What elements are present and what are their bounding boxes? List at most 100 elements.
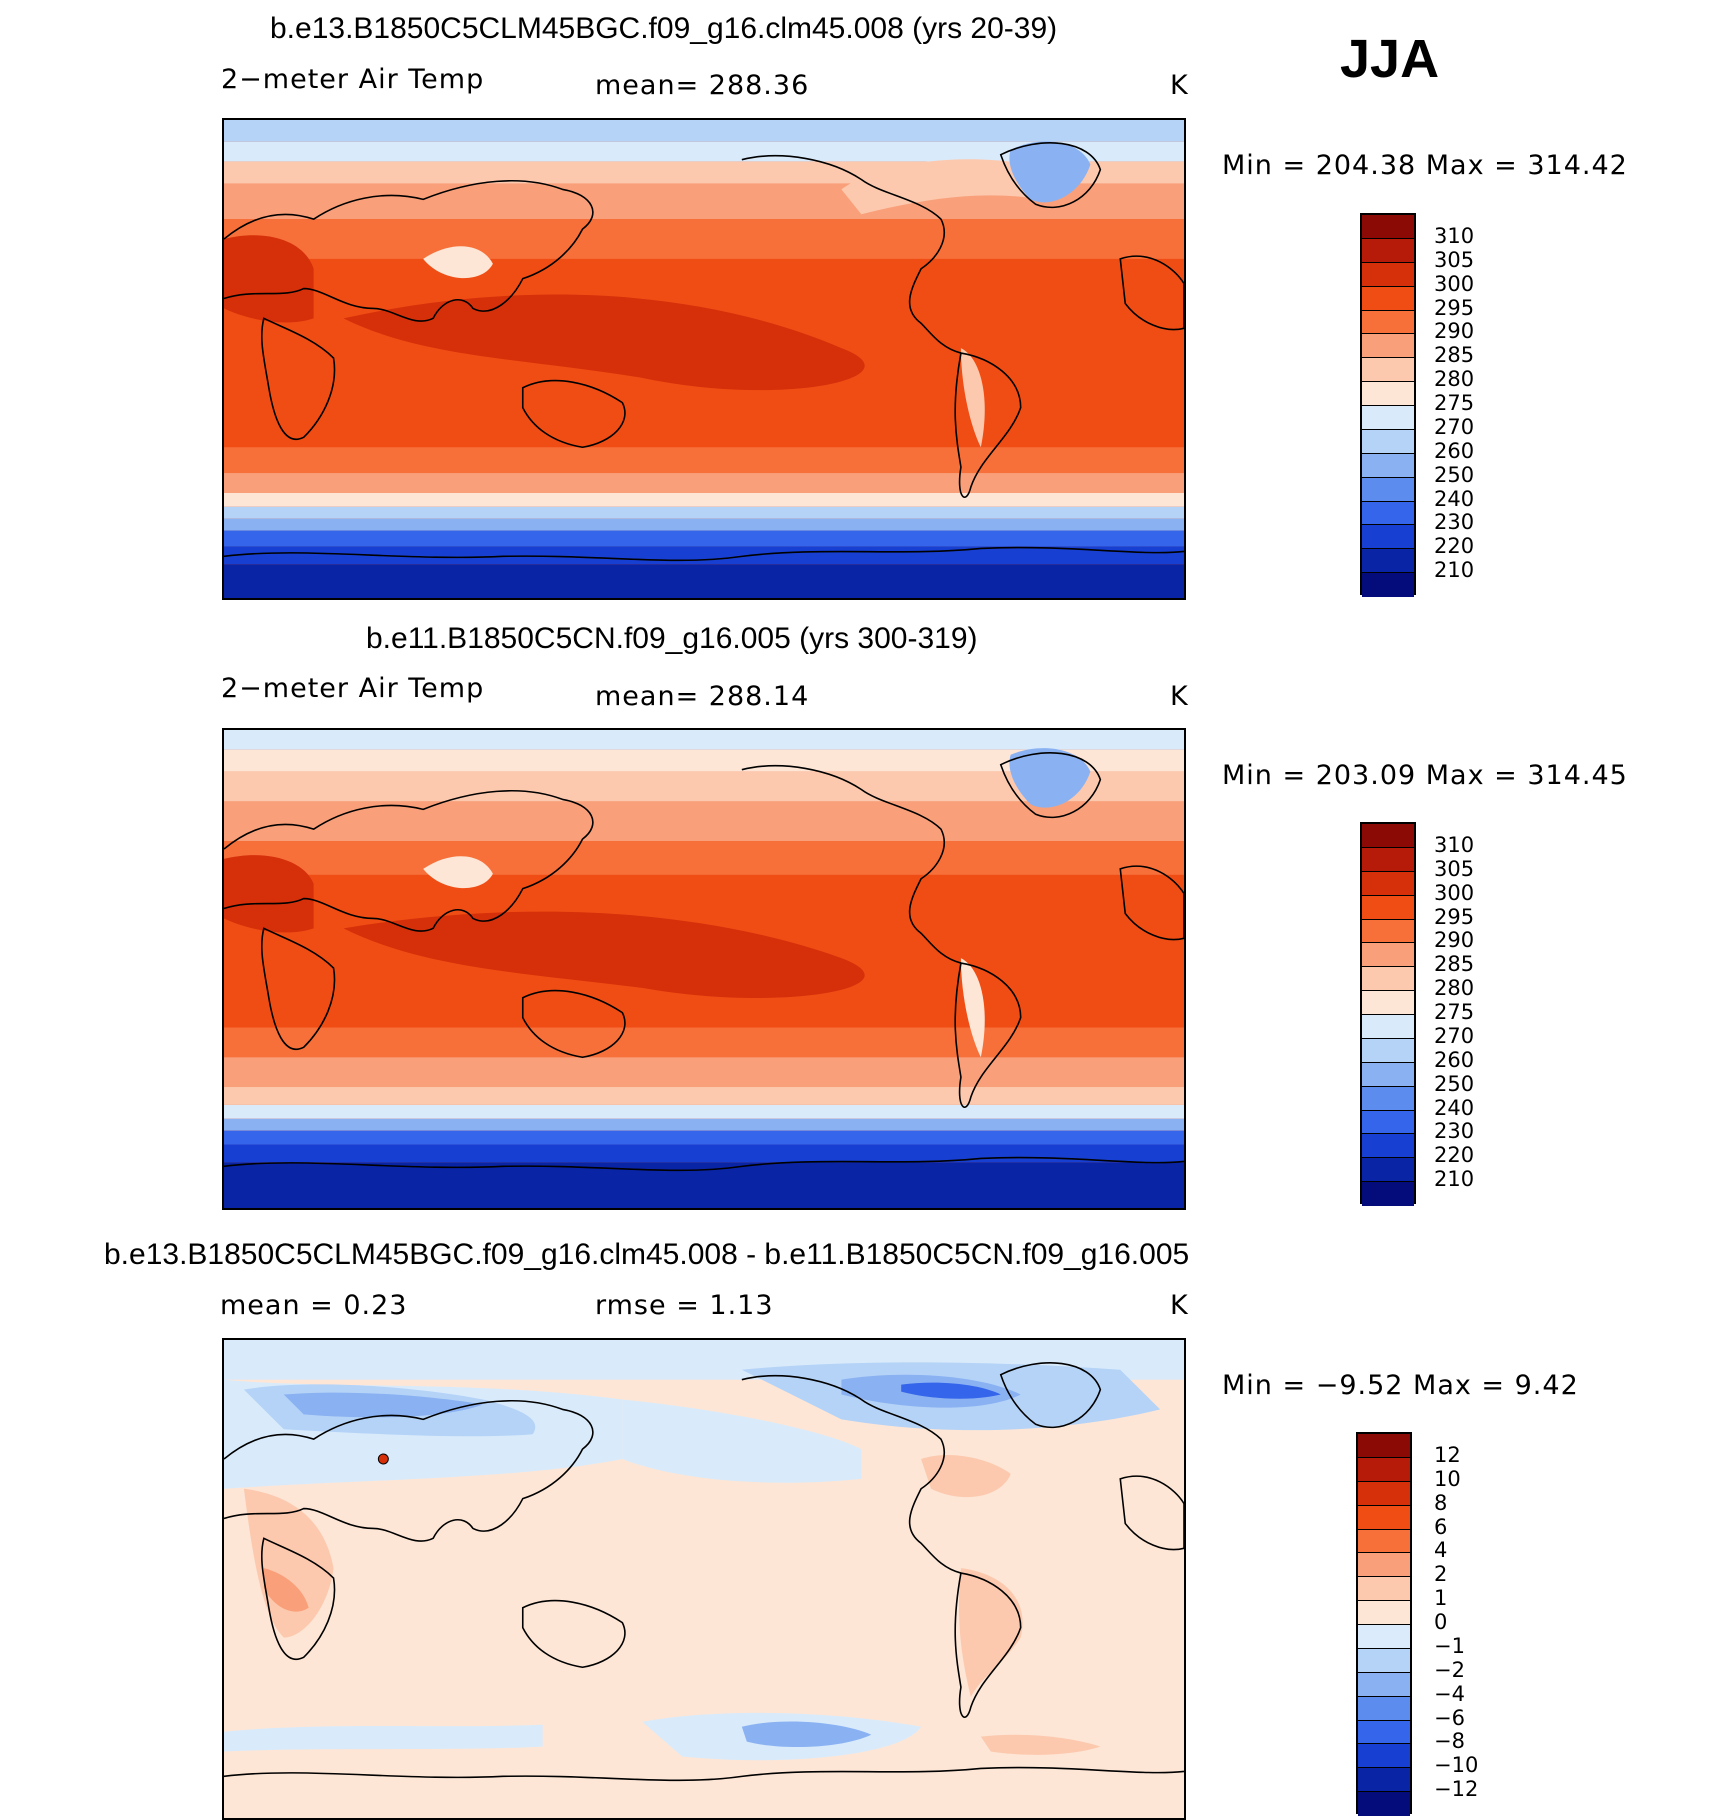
panel2-colorbar-swatch <box>1362 991 1414 1015</box>
panel2-colorbar-swatch <box>1362 1015 1414 1039</box>
panel2-colorbar-tick-label: 290 <box>1434 928 1475 953</box>
panel1-colorbar-tick-label: 290 <box>1434 319 1475 344</box>
panel3-colorbar-swatch <box>1358 1672 1410 1697</box>
panel1-colorbar-swatch <box>1362 477 1414 502</box>
panel3-units-label: K <box>1170 1290 1189 1321</box>
panel3-colorbar-tick-label: 10 <box>1434 1466 1461 1491</box>
panel3-colorbar-swatch <box>1358 1529 1410 1554</box>
panel3-colorbar-tick-label: −2 <box>1434 1657 1465 1682</box>
panel3-colorbar-swatch <box>1358 1744 1410 1769</box>
panel2-colorbar-tick-label: 270 <box>1434 1023 1475 1048</box>
panel1-map <box>222 118 1186 600</box>
panel3-map <box>222 1338 1186 1820</box>
panel1-colorbar-tick-label: 270 <box>1434 414 1475 439</box>
panel3-colorbar-tick-label: 12 <box>1434 1442 1461 1467</box>
panel2-colorbar-tick-label: 260 <box>1434 1047 1475 1072</box>
panel2-colorbar-tick-label: 285 <box>1434 952 1475 977</box>
panel3-colorbar-swatch <box>1358 1577 1410 1602</box>
panel2-colorbar-swatch <box>1362 871 1414 896</box>
panel2-variable-label: 2−meter Air Temp <box>221 673 485 704</box>
season-label: JJA <box>1340 29 1440 89</box>
panel1-colorbar-swatch <box>1362 573 1414 597</box>
panel3-colorbar-swatch <box>1358 1601 1410 1625</box>
panel1-colorbar-tick-label: 295 <box>1434 295 1475 320</box>
panel1-colorbar-tick-label: 305 <box>1434 247 1475 272</box>
panel3-colorbar-swatch <box>1358 1696 1410 1721</box>
panel1-colorbar-tick-label: 275 <box>1434 391 1475 415</box>
panel3-colorbar-tick-label: −4 <box>1434 1681 1465 1706</box>
panel2-colorbar <box>1360 822 1416 1206</box>
panel1-minmax-label: Min = 204.38 Max = 314.42 <box>1222 150 1628 181</box>
panel1-title: b.e13.B1850C5CLM45BGC.f09_g16.clm45.008 … <box>270 12 1058 45</box>
panel2-mean-label: mean= 288.14 <box>595 681 810 712</box>
panel2-colorbar-tick-label: 240 <box>1434 1095 1475 1120</box>
panel1-colorbar-swatch <box>1362 525 1414 550</box>
panel2-colorbar-swatch <box>1362 1182 1414 1206</box>
panel3-colorbar-swatch <box>1358 1457 1410 1482</box>
panel3-colorbar-swatch <box>1358 1434 1410 1458</box>
panel2-colorbar-swatch <box>1362 1134 1414 1159</box>
panel1-colorbar-tick-label: 285 <box>1434 343 1475 368</box>
panel3-colorbar-tick-label: 0 <box>1434 1610 1448 1634</box>
panel1-colorbar-swatch <box>1362 358 1414 383</box>
panel1-colorbar-swatch <box>1362 453 1414 478</box>
panel3-colorbar-swatch <box>1358 1648 1410 1673</box>
panel3-colorbar-tick-label: 6 <box>1434 1514 1448 1539</box>
panel2-units-label: K <box>1170 681 1189 712</box>
panel2-colorbar-tick-label: 230 <box>1434 1119 1475 1144</box>
panel2-map <box>222 728 1186 1210</box>
panel3-colorbar-tick-label: 8 <box>1434 1490 1448 1515</box>
panel2-colorbar-tick-label: 210 <box>1434 1167 1475 1192</box>
panel2-colorbar-swatch <box>1362 847 1414 872</box>
panel1-colorbar-swatch <box>1362 406 1414 430</box>
panel3-colorbar-tick-label: −12 <box>1434 1777 1479 1802</box>
panel3-colorbar-tick-label: −1 <box>1434 1633 1465 1658</box>
panel2-colorbar-swatch <box>1362 943 1414 968</box>
panel1-colorbar-tick-label: 210 <box>1434 558 1475 583</box>
panel1-colorbar-swatch <box>1362 334 1414 359</box>
panel3-colorbar-swatch <box>1358 1481 1410 1506</box>
panel1-colorbar-swatch <box>1362 382 1414 406</box>
panel1-mean-label: mean= 288.36 <box>595 70 810 101</box>
panel2-colorbar-swatch <box>1362 1086 1414 1111</box>
panel2-colorbar-swatch <box>1362 1038 1414 1063</box>
panel2-colorbar-swatch <box>1362 895 1414 920</box>
panel1-colorbar-tick-label: 310 <box>1434 223 1475 248</box>
panel3-colorbar-tick-label: −8 <box>1434 1729 1465 1754</box>
panel3-colorbar-swatch <box>1358 1553 1410 1578</box>
panel2-colorbar-swatch <box>1362 824 1414 848</box>
panel1-colorbar-swatch <box>1362 262 1414 287</box>
panel3-colorbar-swatch <box>1358 1625 1410 1649</box>
panel3-colorbar-swatch <box>1358 1792 1410 1816</box>
panel2-colorbar-tick-label: 220 <box>1434 1143 1475 1168</box>
panel2-colorbar-tick-label: 305 <box>1434 856 1475 881</box>
panel1-colorbar-tick-label: 280 <box>1434 367 1475 392</box>
panel1-colorbar-tick-label: 260 <box>1434 438 1475 463</box>
panel3-minmax-label: Min = −9.52 Max = 9.42 <box>1222 1370 1579 1401</box>
panel3-colorbar-swatch <box>1358 1768 1410 1793</box>
panel3-colorbar-swatch <box>1358 1720 1410 1745</box>
panel1-units-label: K <box>1170 70 1189 101</box>
panel3-title: b.e13.B1850C5CLM45BGC.f09_g16.clm45.008 … <box>104 1238 1190 1271</box>
panel1-colorbar <box>1360 213 1416 597</box>
panel2-colorbar-tick-label: 250 <box>1434 1071 1475 1096</box>
panel1-colorbar-swatch <box>1362 215 1414 239</box>
panel2-title: b.e11.B1850C5CN.f09_g16.005 (yrs 300-319… <box>366 622 978 655</box>
panel1-colorbar-swatch <box>1362 286 1414 311</box>
panel3-mean-label: mean = 0.23 <box>220 1290 408 1321</box>
panel1-colorbar-tick-label: 230 <box>1434 510 1475 535</box>
panel2-minmax-label: Min = 203.09 Max = 314.45 <box>1222 760 1628 791</box>
panel1-colorbar-swatch <box>1362 238 1414 263</box>
panel3-colorbar-tick-label: −10 <box>1434 1753 1479 1778</box>
panel3-colorbar-swatch <box>1358 1505 1410 1530</box>
panel2-colorbar-swatch <box>1362 1158 1414 1183</box>
panel1-colorbar-swatch <box>1362 501 1414 526</box>
panel3-colorbar <box>1356 1432 1412 1816</box>
panel2-colorbar-tick-label: 310 <box>1434 832 1475 857</box>
panel1-colorbar-tick-label: 240 <box>1434 486 1475 511</box>
panel2-colorbar-tick-label: 300 <box>1434 880 1475 905</box>
panel2-colorbar-swatch <box>1362 1110 1414 1135</box>
panel1-colorbar-tick-label: 220 <box>1434 534 1475 559</box>
panel2-colorbar-swatch <box>1362 919 1414 944</box>
panel1-colorbar-tick-label: 300 <box>1434 271 1475 296</box>
